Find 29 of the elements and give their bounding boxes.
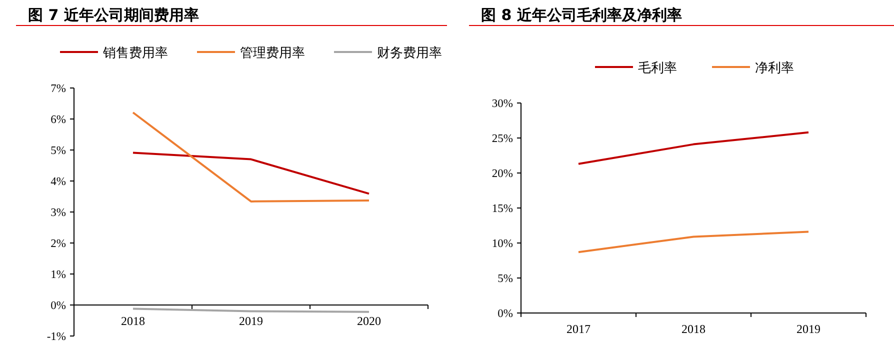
y-tick-label: 10% bbox=[492, 238, 514, 250]
legend-label: 销售费用率 bbox=[102, 45, 168, 61]
y-tick-label: 7% bbox=[50, 83, 66, 95]
y-tick-label: 6% bbox=[50, 114, 66, 126]
x-tick-label: 2019 bbox=[239, 314, 263, 328]
y-tick-label: 20% bbox=[492, 168, 514, 180]
chart-title: 图 7 近年公司期间费用率 bbox=[28, 6, 199, 24]
x-tick-label: 2020 bbox=[357, 314, 381, 328]
legend-label: 财务费用率 bbox=[377, 45, 442, 61]
x-tick-label: 2018 bbox=[682, 322, 706, 336]
chart-title: 图 8 近年公司毛利率及净利率 bbox=[481, 6, 682, 24]
x-tick-label: 2017 bbox=[566, 322, 590, 336]
y-tick-label: 5% bbox=[50, 145, 66, 157]
y-tick-label: 25% bbox=[492, 133, 514, 145]
y-tick-label: 3% bbox=[50, 207, 66, 219]
y-tick-label: 0% bbox=[498, 308, 514, 320]
legend-label: 毛利率 bbox=[638, 60, 677, 76]
y-tick-label: 4% bbox=[50, 176, 66, 188]
x-tick-label: 2019 bbox=[796, 322, 820, 336]
y-tick-label: 1% bbox=[50, 269, 66, 281]
y-tick-label: 15% bbox=[492, 203, 514, 215]
y-tick-label: 5% bbox=[498, 273, 514, 285]
y-tick-label: 30% bbox=[492, 98, 514, 110]
legend-label: 管理费用率 bbox=[240, 45, 305, 61]
y-tick-label: -1% bbox=[46, 331, 66, 343]
x-tick-label: 2018 bbox=[121, 314, 145, 328]
y-tick-label: 0% bbox=[50, 300, 66, 312]
legend-label: 净利率 bbox=[755, 60, 794, 76]
y-tick-label: 2% bbox=[50, 238, 66, 250]
